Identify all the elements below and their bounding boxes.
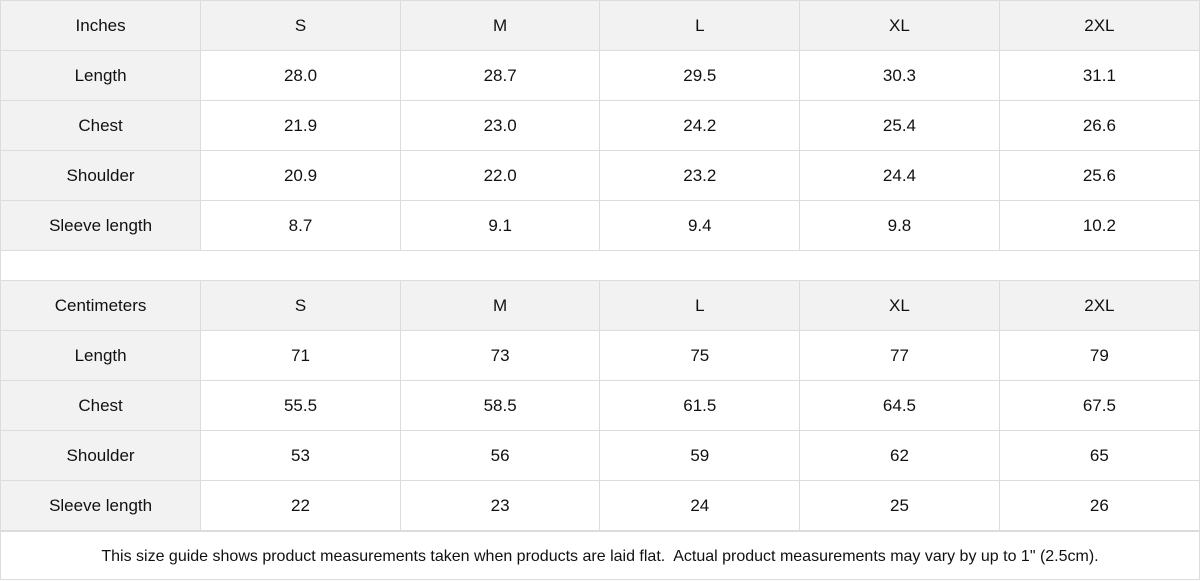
row-label: Shoulder [1,150,202,201]
size-header: L [599,281,801,331]
measurement-cell: 29.5 [599,50,801,101]
table-row: Length 71 73 75 77 79 [1,330,1199,381]
centimeters-table: Centimeters S M L XL 2XL Length 71 73 75 77 79 Chest… [1,281,1199,531]
measurement-cell: 24.4 [799,150,1000,201]
measurement-cell: 24 [599,480,801,531]
table-row: Shoulder 53 56 59 62 65 [1,430,1199,481]
measurement-cell: 8.7 [200,200,401,251]
unit-header: Centimeters [1,281,202,331]
row-label: Length [1,330,202,381]
measurement-cell: 31.1 [998,50,1199,101]
size-header: S [200,1,401,51]
header-row: Centimeters S M L XL 2XL [1,281,1199,331]
row-label: Sleeve length [1,200,202,251]
measurement-cell: 65 [998,430,1199,481]
row-label: Sleeve length [1,480,202,531]
measurement-cell: 30.3 [799,50,1000,101]
size-header: 2XL [998,1,1199,51]
row-label: Chest [1,100,202,151]
measurement-cell: 9.1 [399,200,601,251]
measurement-cell: 23 [399,480,601,531]
size-header: M [399,1,601,51]
table-spacer [1,251,1199,281]
measurement-cell: 10.2 [998,200,1199,251]
measurement-cell: 9.8 [799,200,1000,251]
size-header: XL [799,1,1000,51]
measurement-cell: 25.6 [998,150,1199,201]
size-header: M [399,281,601,331]
measurement-cell: 9.4 [599,200,801,251]
size-guide-note: This size guide shows product measuremen… [1,531,1199,581]
header-row: Inches S M L XL 2XL [1,1,1199,51]
size-header: XL [799,281,1000,331]
measurement-cell: 61.5 [599,380,801,431]
table-row: Chest 21.9 23.0 24.2 25.4 26.6 [1,100,1199,151]
unit-header: Inches [1,1,202,51]
measurement-cell: 59 [599,430,801,481]
measurement-cell: 22.0 [399,150,601,201]
size-header: L [599,1,801,51]
measurement-cell: 25.4 [799,100,1000,151]
table-row: Length 28.0 28.7 29.5 30.3 31.1 [1,50,1199,101]
measurement-cell: 67.5 [998,380,1199,431]
measurement-cell: 23.2 [599,150,801,201]
table-row: Chest 55.5 58.5 61.5 64.5 67.5 [1,380,1199,431]
row-label: Chest [1,380,202,431]
measurement-cell: 79 [998,330,1199,381]
measurement-cell: 53 [200,430,401,481]
measurement-cell: 71 [200,330,401,381]
row-label: Shoulder [1,430,202,481]
measurement-cell: 58.5 [399,380,601,431]
measurement-cell: 21.9 [200,100,401,151]
measurement-cell: 20.9 [200,150,401,201]
table-row: Sleeve length 8.7 9.1 9.4 9.8 10.2 [1,200,1199,251]
measurement-cell: 64.5 [799,380,1000,431]
measurement-cell: 28.0 [200,50,401,101]
measurement-cell: 56 [399,430,601,481]
row-label: Length [1,50,202,101]
measurement-cell: 23.0 [399,100,601,151]
measurement-cell: 22 [200,480,401,531]
measurement-cell: 24.2 [599,100,801,151]
size-header: S [200,281,401,331]
measurement-cell: 55.5 [200,380,401,431]
measurement-cell: 28.7 [399,50,601,101]
measurement-cell: 77 [799,330,1000,381]
measurement-cell: 73 [399,330,601,381]
measurement-cell: 25 [799,480,1000,531]
table-row: Sleeve length 22 23 24 25 26 [1,480,1199,531]
measurement-cell: 26.6 [998,100,1199,151]
table-row: Shoulder 20.9 22.0 23.2 24.4 25.6 [1,150,1199,201]
inches-table: Inches S M L XL 2XL Length 28.0 28.7 29.5 30.3 31.1… [1,1,1199,251]
measurement-cell: 75 [599,330,801,381]
measurement-cell: 26 [998,480,1199,531]
measurement-cell: 62 [799,430,1000,481]
size-header: 2XL [998,281,1199,331]
